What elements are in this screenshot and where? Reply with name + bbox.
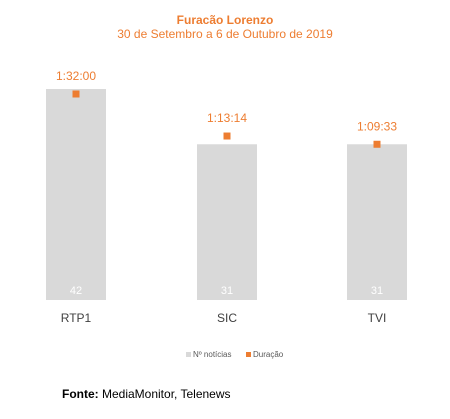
bar-value-label-rtp1: 42 — [70, 285, 82, 297]
x-tick-label-sic: SIC — [217, 311, 237, 325]
duration-label-sic: 1:13:14 — [207, 111, 247, 125]
legend-label-duration: Duração — [253, 350, 284, 359]
x-tick-label-tvi: TVI — [368, 311, 387, 325]
legend-label-bars: Nº notícias — [193, 350, 232, 359]
duration-label-rtp1: 1:32:00 — [56, 69, 96, 83]
chart-title: Furacão Lorenzo — [176, 13, 274, 27]
duration-marker-rtp1 — [72, 90, 80, 98]
bar-value-label-sic: 31 — [221, 285, 233, 297]
bar-sic — [197, 144, 257, 300]
duration-marker-tvi — [373, 140, 381, 148]
source-text: MediaMonitor, Telenews — [98, 387, 231, 401]
duration-label-tvi: 1:09:33 — [357, 119, 397, 133]
bar-tvi — [347, 144, 407, 300]
legend-swatch-duration — [246, 352, 251, 357]
x-tick-label-rtp1: RTP1 — [61, 311, 92, 325]
legend-swatch-bars — [186, 352, 191, 357]
duration-marker-sic — [223, 132, 231, 140]
bar-value-label-tvi: 31 — [371, 285, 383, 297]
source-label: Fonte: — [62, 387, 99, 401]
source-note: Fonte: MediaMonitor, Telenews — [62, 387, 231, 401]
bar-rtp1 — [46, 89, 106, 300]
chart-subtitle: 30 de Setembro a 6 de Outubro de 2019 — [117, 27, 333, 41]
